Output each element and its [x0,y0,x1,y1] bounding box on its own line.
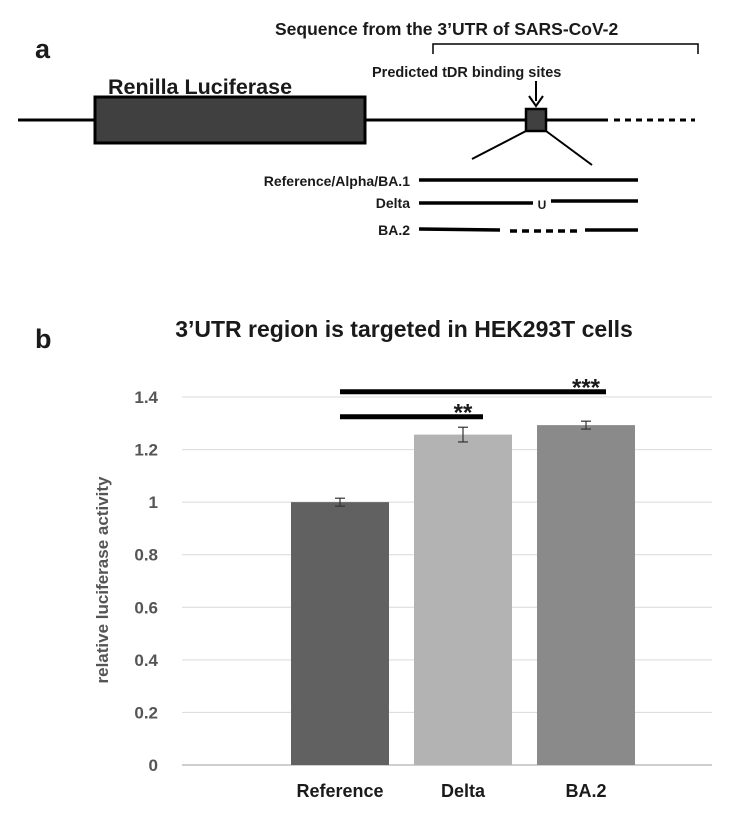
tdr-site-label: Predicted tDR binding sites [372,65,561,81]
x-tick-label: BA.2 [565,781,606,801]
y-tick-label: 1 [149,493,158,512]
y-tick-labels: 0 0.2 0.4 0.6 0.8 1 1.2 1.4 [134,388,158,775]
tdr-binding-site-box [524,107,548,133]
variant-label-reference: Reference/Alpha/BA.1 [264,173,410,189]
y-tick-label: 0.8 [134,546,158,565]
chart-title: 3’UTR region is targeted in HEK293T cell… [175,316,633,342]
panel-b: b 3’UTR region is targeted in HEK293T ce… [35,316,712,801]
y-tick-label: 0.4 [134,651,158,670]
x-tick-labels: Reference Delta BA.2 [296,781,606,801]
renilla-luciferase-label: Renilla Luciferase [108,75,292,99]
x-tick-label: Delta [441,781,486,801]
site-arrow-head [528,95,544,108]
bar-reference [291,502,389,765]
variant-line-ba2-left [418,227,501,232]
y-tick-label: 0.6 [134,598,158,617]
panel-a: a Sequence from the 3’UTR of SARS-CoV-2 … [18,19,699,238]
significance-brackets: ***** [340,375,606,427]
delta-substitution-marker: U [538,198,547,212]
y-tick-label: 0 [149,756,158,775]
panel-a-letter: a [35,34,51,64]
utr-sequence-heading: Sequence from the 3’UTR of SARS-CoV-2 [275,19,619,39]
y-axis-label: relative luciferase activity [93,476,112,684]
utr-bracket [432,43,699,54]
significance-stars: ** [454,400,473,427]
panel-b-letter: b [35,324,52,354]
variant-label-ba2: BA.2 [378,222,410,238]
variant-label-delta: Delta [376,195,410,211]
x-tick-label: Reference [296,781,383,801]
bars [291,425,635,765]
bar-ba2 [537,425,635,765]
bar-delta [414,434,512,765]
y-tick-label: 1.2 [134,441,158,460]
y-tick-label: 1.4 [134,388,158,407]
y-tick-label: 0.2 [134,703,158,722]
renilla-luciferase-box [93,95,367,145]
significance-stars: *** [572,375,601,402]
zoom-line-right [545,130,593,166]
zoom-line-left [471,130,527,160]
error-bars [335,420,591,507]
